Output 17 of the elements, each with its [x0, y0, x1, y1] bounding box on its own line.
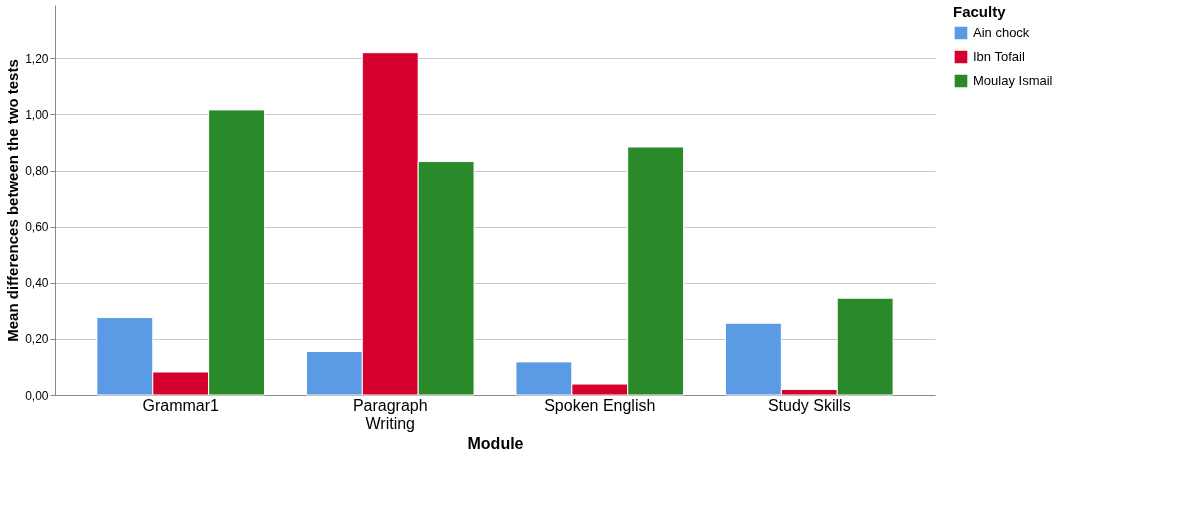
y-tick-label: 0,20	[25, 332, 49, 347]
y-tick-label: 1,00	[25, 107, 49, 122]
x-tick-label: Spoken English	[544, 396, 656, 414]
y-tick-label: 0,80	[25, 164, 49, 179]
y-tick-label: 0,00	[25, 388, 49, 403]
legend-label: Ain chock	[973, 25, 1030, 40]
y-axis-title: Mean differences between the two tests	[4, 59, 22, 342]
x-axis-title: Module	[467, 434, 524, 452]
y-tick-label: 0,40	[25, 276, 49, 291]
x-tick-label: Grammar1	[142, 396, 220, 414]
legend-label: Moulay Ismail	[973, 73, 1053, 88]
legend-label: Ibn Tofail	[973, 49, 1025, 64]
x-tick-label: Paragraph Writing	[352, 396, 428, 432]
y-tick-label: 0,60	[25, 220, 49, 235]
x-tick-label: Study Skills	[767, 396, 851, 414]
legend-title: Faculty	[953, 3, 1007, 20]
y-tick-label: 1,20	[25, 51, 49, 66]
